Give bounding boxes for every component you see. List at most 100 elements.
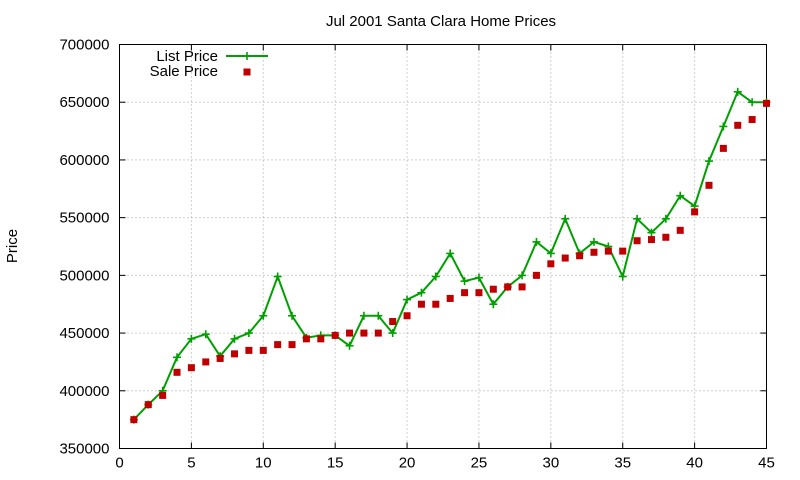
sale-price-point: [288, 341, 296, 349]
sale-price-point: [302, 335, 310, 343]
list-price-point: [474, 273, 483, 282]
list-price-point: [273, 272, 282, 281]
series: [129, 87, 771, 424]
sale-price-point: [489, 285, 497, 293]
y-tick-label: 450000: [59, 325, 109, 342]
sale-price-point: [662, 233, 670, 241]
sale-price-point: [604, 247, 612, 255]
sale-price-point: [144, 401, 152, 409]
list-price-point: [532, 237, 541, 246]
list-price-point: [748, 98, 757, 107]
list-price-point: [518, 271, 527, 280]
sale-price-point: [576, 252, 584, 260]
legend-label-sale-price: Sale Price: [150, 63, 218, 80]
sale-price-point: [590, 248, 598, 256]
sale-price-point: [317, 335, 325, 343]
list-price-point: [201, 330, 210, 339]
list-price-point: [460, 277, 469, 286]
legend-swatch-sale-marker: [243, 68, 251, 76]
list-price-point: [561, 214, 570, 223]
sale-price-point: [547, 260, 555, 268]
sale-price-point: [734, 121, 742, 129]
list-price-point: [589, 237, 598, 246]
y-tick-label: 700000: [59, 37, 109, 54]
legend-swatch-list-marker: [243, 52, 251, 60]
sale-price-point: [389, 318, 397, 326]
sale-price-point: [374, 329, 382, 337]
sale-price-point: [159, 391, 167, 399]
list-price-point: [446, 249, 455, 258]
sale-price-point: [130, 416, 138, 424]
sale-price-point: [619, 247, 627, 255]
x-tick-label: 30: [542, 455, 559, 472]
sale-price-point: [719, 144, 727, 152]
list-price-point: [719, 122, 728, 131]
x-tick-label: 45: [758, 455, 775, 472]
x-tick-label: 40: [686, 455, 703, 472]
sale-price-point: [216, 354, 224, 362]
sale-price-point: [360, 329, 368, 337]
y-tick-label: 400000: [59, 383, 109, 400]
sale-price-point: [633, 237, 641, 245]
list-price-point: [661, 214, 670, 223]
sale-price-point: [173, 368, 181, 376]
axis-ticks: 0 5 10 15 20 25 30 35 40 45 350000 400000 450000 5000…: [59, 37, 774, 472]
x-tick-label: 35: [614, 455, 631, 472]
list-price-point: [388, 329, 397, 338]
sale-price-point: [504, 283, 512, 291]
sale-price-point: [691, 208, 699, 216]
plot-frame: [119, 44, 767, 449]
list-price-point: [733, 87, 742, 96]
list-price-point: [359, 311, 368, 320]
y-tick-label: 350000: [59, 441, 109, 458]
list-price-point: [187, 334, 196, 343]
list-price-point: [230, 334, 239, 343]
y-axis-label: Price: [4, 229, 21, 263]
sale-price-point: [532, 271, 540, 279]
sale-price-point: [403, 312, 411, 320]
y-tick-label: 550000: [59, 210, 109, 227]
y-tick-label: 650000: [59, 94, 109, 111]
x-tick-label: 15: [327, 455, 344, 472]
list-price-point: [259, 311, 268, 320]
x-tick-label: 0: [115, 455, 123, 472]
list-price-point: [633, 214, 642, 223]
x-tick-label: 20: [399, 455, 416, 472]
list-price-point: [173, 353, 182, 362]
list-price-point: [403, 295, 412, 304]
list-price-point: [417, 288, 426, 297]
y-tick-label: 600000: [59, 152, 109, 169]
sale-price-point: [259, 346, 267, 354]
sale-price-point: [187, 364, 195, 372]
sale-price-point: [417, 300, 425, 308]
sale-price-point: [705, 181, 713, 189]
list-price-point: [431, 272, 440, 281]
sale-price-point: [245, 346, 253, 354]
sale-price-point: [561, 254, 569, 262]
sale-price-point: [231, 350, 239, 358]
sale-price-point: [446, 294, 454, 302]
x-tick-label: 5: [187, 455, 195, 472]
sale-price-point: [647, 236, 655, 244]
x-tick-label: 10: [255, 455, 272, 472]
sale-price-point: [432, 300, 440, 308]
sale-price-point: [518, 283, 526, 291]
sale-price-point: [748, 116, 756, 124]
y-tick-label: 500000: [59, 267, 109, 284]
list-price-point: [676, 191, 685, 200]
legend-label-list-price: List Price: [156, 48, 218, 65]
list-price-point: [244, 329, 253, 338]
sale-price-point: [346, 329, 354, 337]
sale-price-point: [475, 289, 483, 297]
grid: [119, 44, 767, 449]
list-price-point: [618, 272, 627, 281]
list-price-point: [704, 157, 713, 166]
list-price-point: [546, 249, 555, 258]
x-tick-label: 25: [471, 455, 488, 472]
list-price-point: [489, 300, 498, 309]
list-price-point: [374, 311, 383, 320]
list-price-point: [647, 228, 656, 237]
sale-price-point: [331, 331, 339, 339]
